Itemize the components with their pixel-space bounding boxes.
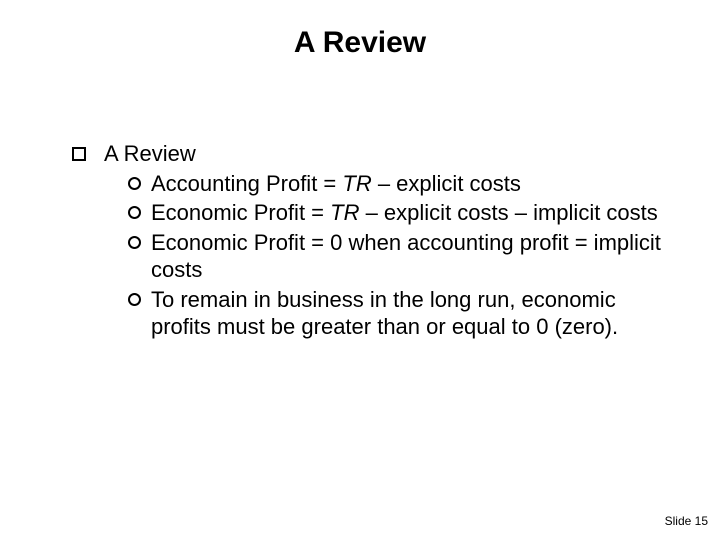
list-item-content: Economic Profit = 0 when accounting prof… — [151, 229, 672, 284]
list-item-content: Economic Profit = TR – explicit costs – … — [151, 199, 672, 227]
slide-body: A Review Accounting Profit = TR – explic… — [72, 140, 672, 345]
square-bullet-icon — [72, 147, 86, 161]
list-item-content: To remain in business in the long run, e… — [151, 286, 672, 341]
text-pre: Accounting Profit = — [151, 171, 342, 196]
list-item-content: Accounting Profit = TR – explicit costs — [151, 170, 672, 198]
list-item: Economic Profit = TR – explicit costs – … — [128, 199, 672, 227]
list-item-content: A Review Accounting Profit = TR – explic… — [104, 140, 672, 341]
slide-number: Slide 15 — [665, 514, 708, 528]
circle-bullet-icon — [128, 236, 141, 249]
text-italic: TR — [330, 200, 359, 225]
list-item: A Review Accounting Profit = TR – explic… — [72, 140, 672, 341]
text-post: – explicit costs — [372, 171, 521, 196]
circle-bullet-icon — [128, 293, 141, 306]
heading-text: A Review — [104, 141, 196, 166]
text-post: – explicit costs – implicit costs — [359, 200, 657, 225]
list-item: Economic Profit = 0 when accounting prof… — [128, 229, 672, 284]
slide-title: A Review — [0, 26, 720, 60]
text-italic: TR — [342, 171, 371, 196]
text-pre: Economic Profit = — [151, 200, 330, 225]
slide: A Review A Review Accounting Profit = TR… — [0, 0, 720, 540]
list-item: Accounting Profit = TR – explicit costs — [128, 170, 672, 198]
circle-bullet-icon — [128, 206, 141, 219]
circle-bullet-icon — [128, 177, 141, 190]
list-item: To remain in business in the long run, e… — [128, 286, 672, 341]
